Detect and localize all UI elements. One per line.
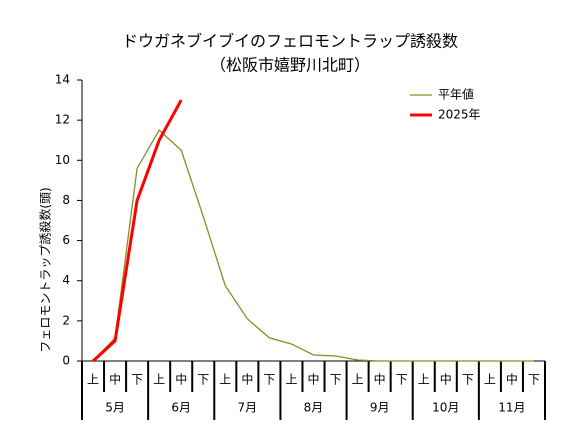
x-tick-label: 下 [396,373,408,387]
x-tick-label: 中 [374,372,386,387]
chart-subtitle: （松阪市嬉野川北町） [210,56,370,75]
x-tick-label: 下 [330,373,342,387]
x-tick-label: 下 [528,373,540,387]
month-label: 8月 [304,401,324,415]
x-tick-label: 下 [197,373,209,387]
legend-label: 平年値 [438,87,474,102]
y-tick-label: 4 [62,273,70,287]
x-tick-label: 上 [418,373,430,387]
x-tick-label: 中 [506,372,518,387]
x-tick-label: 上 [484,373,496,387]
y-tick-label: 6 [62,233,70,247]
y-tick-label: 12 [55,113,70,127]
x-tick-label: 上 [285,373,297,387]
month-label: 9月 [370,401,390,415]
x-tick-label: 中 [175,372,187,387]
x-tick-label: 下 [462,373,474,387]
x-tick-label: 中 [109,372,121,387]
x-tick-label: 下 [263,373,275,387]
y-tick-label: 2 [62,313,70,327]
x-tick-label: 下 [131,373,143,387]
series-line [92,99,183,363]
x-tick-label: 上 [352,373,364,387]
legend-label: 2025年 [438,108,481,122]
y-tick-label: 0 [62,354,70,368]
y-tick-label: 14 [55,73,70,87]
month-label: 5月 [105,401,125,415]
x-tick-label: 上 [153,373,165,387]
x-tick-label: 中 [440,372,452,387]
chart-title: ドウガネブイブイのフェロモントラップ誘殺数 [122,32,458,51]
y-tick-label: 8 [62,193,70,207]
month-label: 11月 [498,401,525,415]
month-label: 6月 [171,401,191,415]
x-tick-label: 中 [307,372,319,387]
month-label: 7月 [238,401,258,415]
month-label: 10月 [432,401,459,415]
y-tick-label: 10 [55,153,70,167]
x-tick-label: 上 [87,373,99,387]
x-tick-label: 中 [241,372,253,387]
series-line [92,129,534,362]
y-axis-label: フェロモントラップ誘殺数(頭) [38,187,53,352]
x-tick-label: 上 [219,373,231,387]
